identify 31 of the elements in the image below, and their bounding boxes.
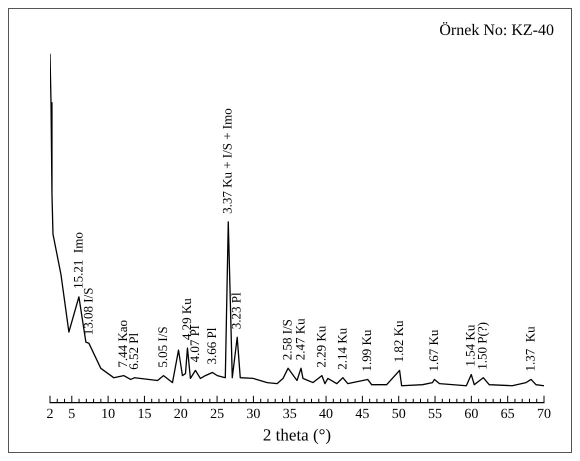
annotation: 3.23 Pl bbox=[228, 292, 244, 330]
x-tick-label: 25 bbox=[210, 406, 224, 422]
x-tick-label: 20 bbox=[174, 406, 188, 422]
annotation: 2.47 Ku bbox=[292, 318, 308, 360]
x-tick-label: 60 bbox=[464, 406, 478, 422]
x-tick-label: 70 bbox=[537, 406, 551, 422]
annotation: 2.14 Ku bbox=[334, 327, 350, 370]
x-axis-title: 2 theta (°) bbox=[262, 425, 332, 444]
annotation: 13.08 I/S bbox=[80, 288, 96, 336]
annotation: 1.67 Ku bbox=[426, 329, 441, 372]
annotation: 2.29 Ku bbox=[313, 325, 328, 368]
x-tick-label: 35 bbox=[282, 406, 297, 422]
x-tick-label: 50 bbox=[392, 406, 406, 422]
x-tick-label: 10 bbox=[101, 406, 116, 422]
annotation: 15.21 Imo bbox=[70, 232, 86, 289]
text: Örnek No: KZ-40 bbox=[439, 22, 554, 40]
x-tick-label: 30 bbox=[246, 406, 260, 422]
annotation: 3.37 Ku + I/S + Imo bbox=[220, 108, 235, 214]
annotation: 5.05 I/S bbox=[154, 326, 170, 368]
x-tick-label: 40 bbox=[319, 406, 334, 422]
annotation: 3.66 Pl bbox=[204, 327, 219, 364]
x-tick-label: 5 bbox=[68, 406, 76, 422]
x-tick-label: 45 bbox=[355, 406, 370, 422]
annotation: 1.82 Ku bbox=[391, 320, 406, 362]
x-tick-label: 65 bbox=[500, 406, 515, 422]
x-tick-label: 15 bbox=[137, 406, 152, 422]
annotation: 1.37 Ku bbox=[522, 326, 538, 372]
annotation: 1.99 Ku bbox=[359, 329, 374, 372]
x-tick-label: 55 bbox=[428, 406, 442, 422]
annotation: 2.58 I/S bbox=[279, 319, 294, 360]
x-tick-label: 2 bbox=[46, 406, 54, 422]
